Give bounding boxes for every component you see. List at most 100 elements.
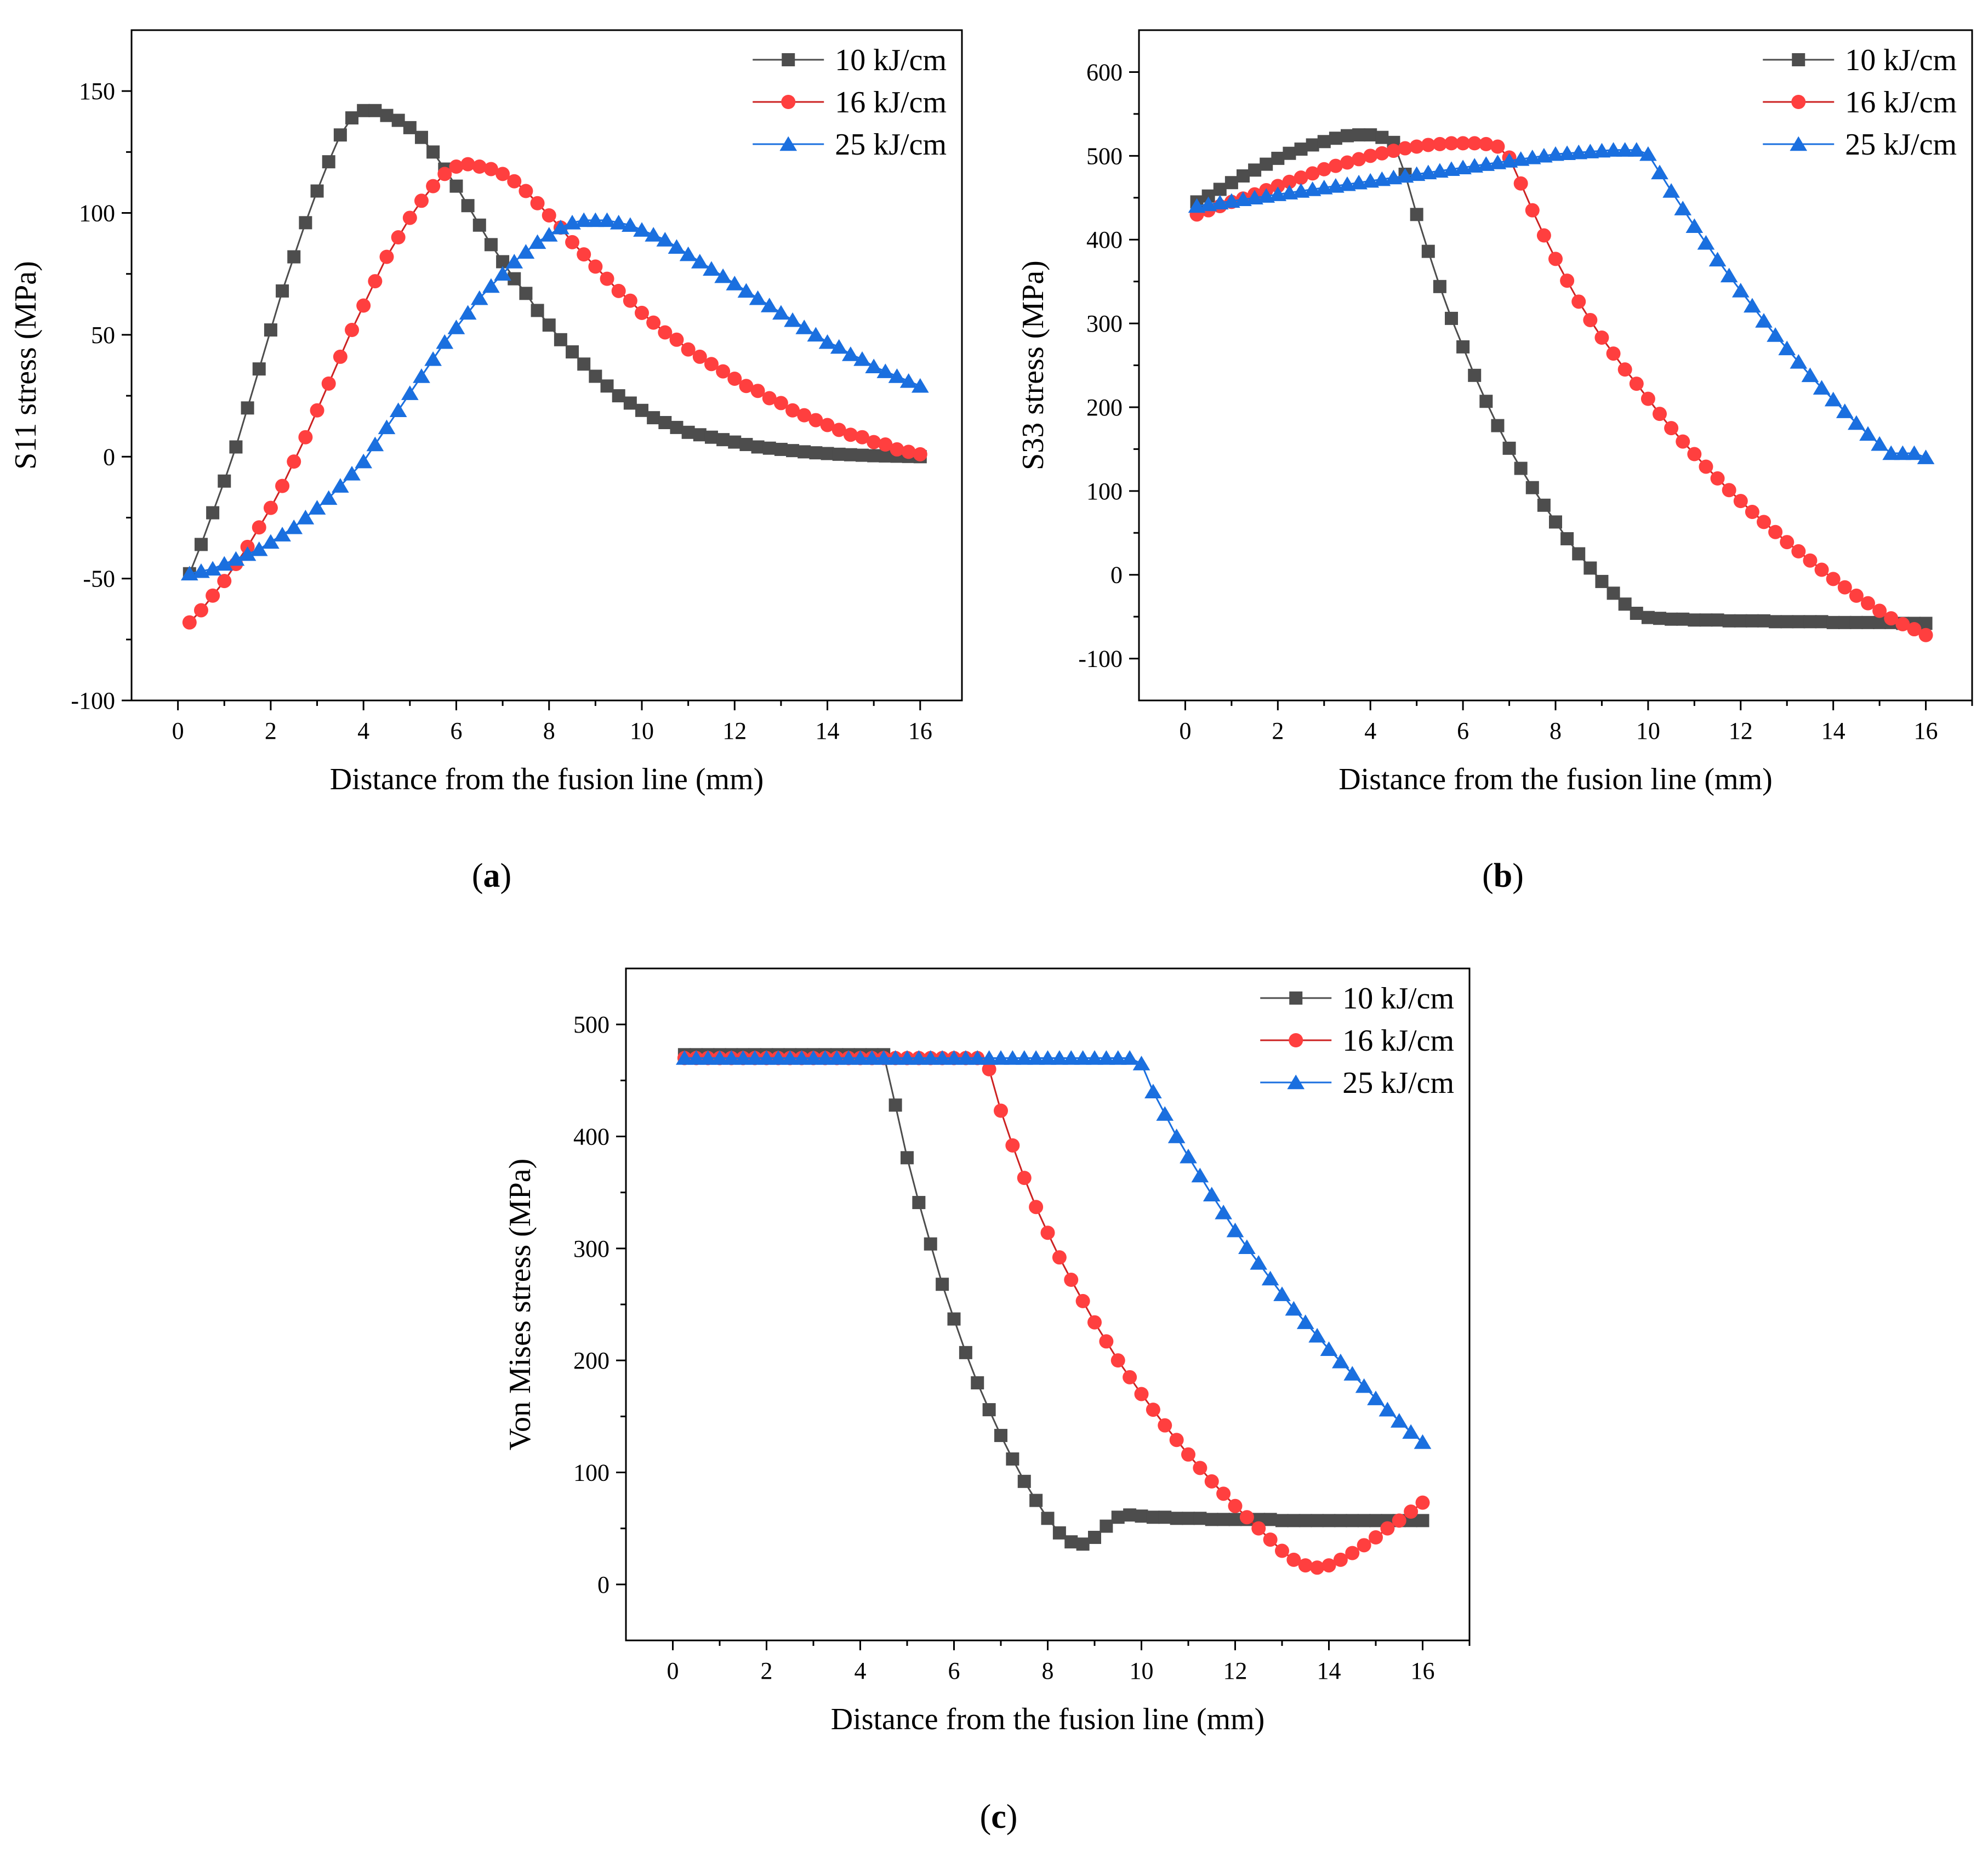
data-point	[356, 298, 371, 313]
data-point	[1333, 1552, 1348, 1567]
data-point	[1629, 377, 1644, 391]
data-point	[262, 534, 280, 549]
data-point	[762, 391, 777, 406]
data-point	[899, 373, 918, 388]
data-point	[1364, 128, 1377, 142]
data-point	[263, 500, 278, 515]
data-point	[793, 1050, 811, 1065]
data-point	[1294, 143, 1308, 156]
data-point	[250, 541, 268, 556]
data-point	[366, 436, 384, 452]
data-point	[1075, 1293, 1090, 1308]
legend-label: 25 kJ/cm	[835, 128, 947, 162]
data-point	[1548, 252, 1563, 266]
data-point	[1283, 146, 1296, 160]
data-point	[1699, 459, 1713, 474]
data-point	[785, 403, 800, 418]
data-point	[1271, 179, 1285, 193]
data-point	[1710, 471, 1725, 486]
data-point	[1414, 1434, 1432, 1449]
data-point	[1317, 162, 1331, 176]
data-point	[924, 1237, 937, 1251]
data-point	[669, 332, 684, 347]
data-point	[1308, 1327, 1326, 1343]
y-axis-title: Von Mises stress (MPa)	[503, 1159, 537, 1451]
data-point	[1167, 1129, 1186, 1143]
data-point	[816, 1050, 834, 1065]
data-point	[805, 1050, 822, 1065]
y-tick-label: 0	[103, 443, 115, 470]
panel-label: (a)	[472, 857, 511, 894]
data-point	[1193, 1512, 1207, 1525]
data-point	[1836, 403, 1854, 418]
data-point	[1744, 298, 1761, 313]
x-tick-label: 4	[855, 1657, 867, 1684]
data-point	[1064, 1273, 1079, 1287]
data-point	[1826, 572, 1841, 586]
data-point	[1583, 312, 1598, 327]
data-point	[1755, 313, 1773, 328]
x-tick-label: 4	[357, 717, 369, 744]
x-tick-label: 10	[630, 717, 654, 744]
data-point	[1123, 1370, 1137, 1384]
data-point	[1379, 1401, 1397, 1417]
data-point	[194, 538, 208, 551]
data-point	[1352, 152, 1366, 167]
legend-marker	[781, 95, 796, 109]
x-axis-title: Distance from the fusion line (mm)	[831, 1702, 1265, 1736]
data-point	[589, 369, 602, 383]
data-point	[470, 290, 488, 305]
data-point	[727, 371, 742, 386]
data-point	[215, 556, 233, 571]
panel-a-chart: 0 2 4 6 8 10 12 14 16 -100 -50 0 50 100 150 Distance fr…	[9, 29, 963, 894]
data-point	[1317, 135, 1331, 149]
data-point	[1445, 311, 1458, 325]
series-line	[684, 1053, 1423, 1545]
data-point	[413, 368, 430, 383]
data-point	[1146, 1511, 1160, 1524]
legend-marker	[1791, 95, 1806, 109]
data-point	[1479, 395, 1493, 408]
data-point	[1421, 244, 1435, 258]
data-point	[912, 1196, 926, 1210]
series-circle	[1189, 136, 1933, 642]
data-point	[647, 411, 660, 425]
data-point	[1697, 235, 1715, 250]
data-point	[843, 428, 858, 442]
data-point	[1919, 617, 1933, 630]
data-point	[726, 276, 744, 290]
data-point	[218, 474, 231, 488]
data-point	[751, 440, 765, 454]
data-point	[1872, 603, 1887, 618]
data-point	[1826, 615, 1840, 629]
data-point	[1263, 1532, 1278, 1547]
data-point	[959, 1346, 972, 1359]
data-point	[379, 249, 394, 264]
data-point	[1375, 146, 1389, 161]
data-point	[1286, 1552, 1301, 1567]
data-point	[332, 478, 349, 493]
data-point	[1263, 1513, 1277, 1526]
data-point	[1375, 130, 1389, 144]
data-point	[1549, 515, 1562, 529]
data-point	[679, 246, 697, 261]
data-point	[774, 442, 788, 456]
x-tick-label: 16	[908, 717, 932, 744]
data-point	[1132, 1056, 1150, 1070]
data-point	[1490, 139, 1505, 154]
data-point	[1513, 176, 1528, 191]
data-point	[320, 490, 338, 505]
data-point	[1685, 218, 1704, 233]
data-point	[1918, 628, 1933, 642]
data-point	[798, 445, 811, 459]
x-tick-label: 6	[948, 1657, 960, 1684]
data-point	[1097, 1050, 1115, 1065]
data-point	[1803, 615, 1817, 629]
data-point	[1294, 170, 1308, 185]
data-point	[856, 448, 869, 462]
data-point	[1004, 1050, 1022, 1065]
x-tick-label: 16	[1914, 717, 1938, 744]
data-point	[389, 402, 407, 418]
legend-label: 10 kJ/cm	[1342, 982, 1454, 1016]
data-point	[1238, 1239, 1256, 1255]
